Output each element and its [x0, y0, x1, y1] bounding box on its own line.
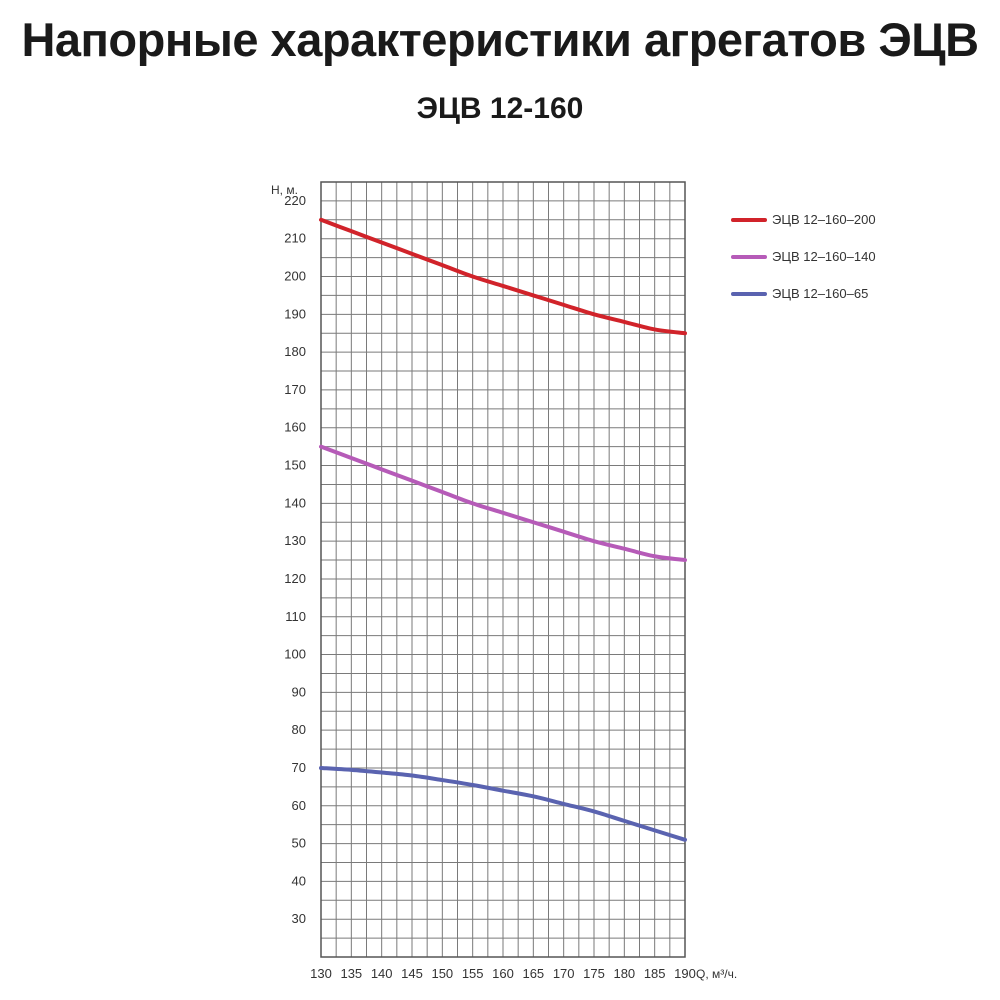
x-tick-label: 150	[431, 966, 453, 981]
chart-subtitle: ЭЦВ 12-160	[416, 92, 584, 125]
x-tick-label: 165	[522, 966, 544, 981]
series-line-3	[319, 765, 687, 842]
y-tick-label: 200	[284, 269, 306, 284]
series-line-2	[319, 444, 687, 563]
y-tick-label: 60	[292, 798, 306, 813]
y-tick-label: 190	[284, 306, 306, 321]
y-tick-label: 210	[284, 231, 306, 246]
x-axis-ticks: 130 135 140 145 150 155 160 165 170 175 180 185 190	[310, 966, 696, 981]
chart-grid	[320, 181, 686, 958]
y-tick-label: 90	[292, 684, 306, 699]
x-axis-label: Q, м³/ч.	[696, 967, 737, 981]
y-tick-label: 150	[284, 458, 306, 473]
y-axis-label: H, м.	[271, 183, 298, 197]
x-tick-label: 145	[401, 966, 423, 981]
x-tick-label: 155	[462, 966, 484, 981]
legend-label-3: ЭЦВ 12–160–65	[772, 286, 868, 301]
series-line-1	[319, 217, 687, 336]
y-axis-ticks: 30 40 50 60 70 80 90 100 110 120 130 140 150 160 170 18…	[284, 193, 306, 926]
x-tick-label: 135	[340, 966, 362, 981]
y-tick-label: 110	[285, 609, 306, 624]
x-tick-label: 170	[553, 966, 575, 981]
y-tick-label: 220	[284, 193, 306, 208]
x-tick-label: 130	[310, 966, 332, 981]
y-tick-label: 100	[284, 647, 306, 662]
chart-series	[319, 217, 687, 842]
y-tick-label: 160	[284, 420, 306, 435]
plot-frame	[320, 181, 686, 958]
legend-label-2: ЭЦВ 12–160–140	[772, 249, 876, 264]
x-tick-label: 180	[613, 966, 635, 981]
x-tick-label: 175	[583, 966, 605, 981]
page-title: Напорные характеристики агрегатов ЭЦВ	[21, 13, 979, 66]
x-tick-label: 140	[371, 966, 393, 981]
x-tick-label: 185	[644, 966, 666, 981]
y-tick-label: 70	[292, 760, 306, 775]
legend-label-1: ЭЦВ 12–160–200	[772, 212, 876, 227]
y-tick-label: 140	[284, 495, 306, 510]
y-tick-label: 80	[292, 722, 306, 737]
y-tick-label: 130	[284, 533, 306, 548]
y-tick-label: 180	[284, 344, 306, 359]
y-tick-label: 40	[292, 873, 306, 888]
chart-legend: ЭЦВ 12–160–200 ЭЦВ 12–160–140 ЭЦВ 12–160–6…	[731, 212, 876, 301]
x-tick-label: 190	[674, 966, 696, 981]
y-tick-label: 30	[292, 911, 306, 926]
y-tick-label: 170	[284, 382, 306, 397]
y-tick-label: 120	[284, 571, 306, 586]
y-tick-label: 50	[292, 836, 306, 851]
x-tick-label: 160	[492, 966, 514, 981]
